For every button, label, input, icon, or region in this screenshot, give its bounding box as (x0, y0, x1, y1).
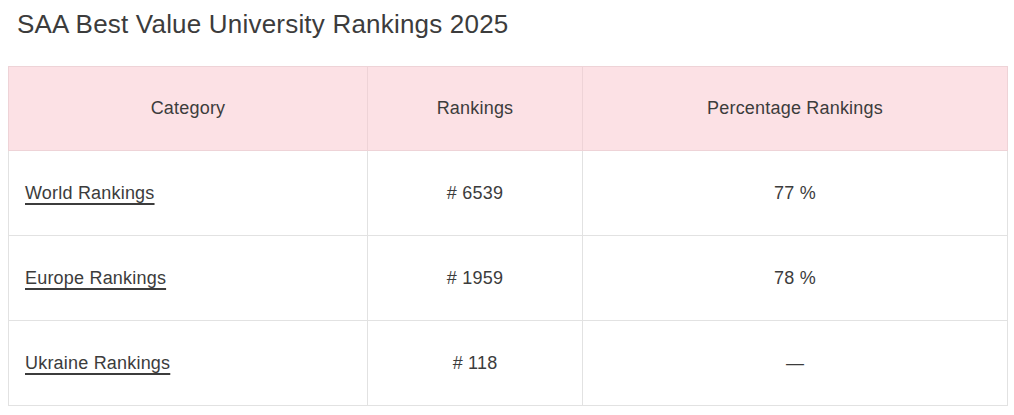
table-row-ukraine-rankings: Ukraine Rankings # 118 — (9, 321, 1008, 406)
percent-value: 78 % (583, 236, 1008, 321)
world-rankings-link[interactable]: World Rankings (25, 183, 155, 203)
ukraine-rankings-link[interactable]: Ukraine Rankings (25, 353, 170, 373)
category-cell: Europe Rankings (9, 236, 368, 321)
page-title: SAA Best Value University Rankings 2025 (0, 0, 1014, 41)
europe-rankings-link[interactable]: Europe Rankings (25, 268, 166, 288)
rankings-table: Category Rankings Percentage Rankings Wo… (8, 66, 1008, 406)
percent-value: 77 % (583, 151, 1008, 236)
table-row-europe-rankings: Europe Rankings # 1959 78 % (9, 236, 1008, 321)
percent-value: — (583, 321, 1008, 406)
rank-value: # 1959 (368, 236, 583, 321)
category-cell: Ukraine Rankings (9, 321, 368, 406)
column-header-category: Category (9, 67, 368, 151)
table-row-world-rankings: World Rankings # 6539 77 % (9, 151, 1008, 236)
column-header-rankings: Rankings (368, 67, 583, 151)
column-header-percentage-rankings: Percentage Rankings (583, 67, 1008, 151)
rank-value: # 6539 (368, 151, 583, 236)
table-header-row: Category Rankings Percentage Rankings (9, 67, 1008, 151)
rank-value: # 118 (368, 321, 583, 406)
page: SAA Best Value University Rankings 2025 … (0, 0, 1014, 415)
category-cell: World Rankings (9, 151, 368, 236)
